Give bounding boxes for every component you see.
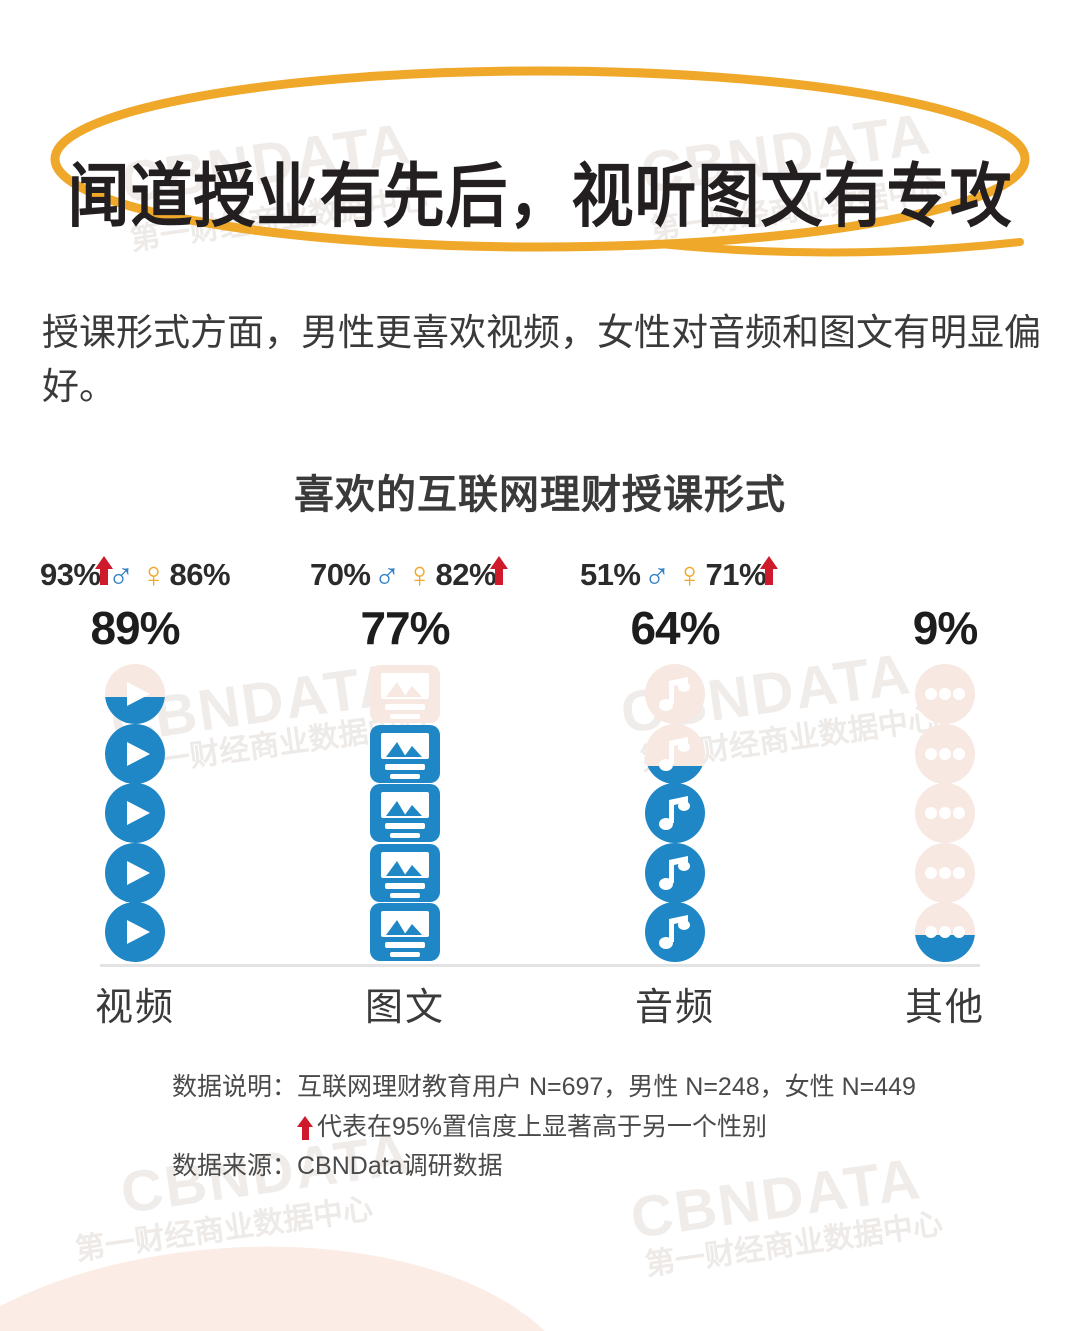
pictogram-unit (632, 842, 718, 903)
title-block: 闻道授业有先后，视听图文有专攻 (0, 62, 1080, 262)
female-symbol-icon: ♀ (140, 554, 167, 595)
pictogram-unit (902, 723, 988, 784)
pictogram-unit (632, 723, 718, 784)
pictogram-unit (92, 723, 178, 784)
chart-column-imagetext: 70% ♂ ♀ 82% 77% (270, 552, 540, 1032)
gender-breakdown-row: 70% ♂ ♀ 82% (309, 552, 509, 598)
icon-stack-video (92, 664, 178, 963)
gender-breakdown-row: 51% ♂ ♀ 71% (579, 552, 779, 598)
total-percent-label: 89% (90, 602, 180, 654)
pictogram-unit (362, 783, 448, 843)
orange-ellipse-icon (50, 66, 1030, 257)
significance-arrow-icon (297, 1114, 313, 1141)
icon-stack-imagetext (362, 664, 448, 962)
pictogram-unit (632, 902, 718, 963)
female-percent-label: 71% (705, 557, 767, 592)
pictogram-unit (902, 664, 988, 724)
male-symbol-icon: ♂ (373, 554, 401, 595)
female-percent-label: 82% (435, 557, 497, 592)
female-percent-label: 86% (169, 557, 231, 592)
category-labels-row: 视频 图文 音频 其他 (0, 976, 1080, 1031)
pictogram-unit (902, 842, 988, 903)
pictogram-unit (632, 783, 718, 844)
watermark-brand-cn: 第一财经商业数据中心 (643, 1207, 945, 1282)
note-significance: 代表在95%置信度上显著高于另一个性别 (0, 1108, 1080, 1148)
pictogram-unit (92, 783, 178, 844)
note-significance-text: 代表在95%置信度上显著高于另一个性别 (317, 1112, 768, 1141)
page-title: 闻道授业有先后，视听图文有专攻 (67, 155, 1013, 238)
pictogram-chart: 93% ♂ ♀ 86% 89% (0, 552, 1080, 1032)
female-symbol-icon: ♀ (676, 554, 703, 595)
category-label-imagetext: 图文 (364, 987, 445, 1029)
chart-column-audio: 51% ♂ ♀ 71% 64% (540, 552, 810, 1032)
category-label-other: 其他 (904, 987, 985, 1029)
category-label-audio: 音频 (634, 987, 715, 1029)
category-label-video: 视频 (94, 987, 175, 1029)
female-symbol-icon: ♀ (406, 554, 433, 595)
note-data-description: 数据说明：互联网理财教育用户 N=697，男性 N=248，女性 N=449 (172, 1073, 916, 1101)
pictogram-unit (902, 902, 988, 963)
subtitle-text: 授课形式方面，男性更喜欢视频，女性对音频和图文有明显偏好。 (42, 312, 1041, 408)
male-percent-label: 51% (579, 557, 641, 592)
note-source: 数据来源：CBNData调研数据 (172, 1152, 503, 1180)
gender-breakdown-row: 93% ♂ ♀ 86% (39, 552, 231, 598)
male-percent-label: 93% (39, 557, 101, 592)
chart-columns: 93% ♂ ♀ 86% 89% (0, 552, 1080, 1032)
chart-column-video: 93% ♂ ♀ 86% 89% (0, 552, 270, 1032)
pictogram-unit (92, 902, 178, 963)
pictogram-unit (362, 843, 448, 903)
pictogram-unit (92, 842, 178, 903)
total-percent-label: 9% (912, 602, 978, 654)
total-percent-label: 64% (630, 602, 720, 654)
male-percent-label: 70% (309, 557, 371, 592)
pictogram-unit (902, 783, 988, 844)
pictogram-unit (362, 724, 448, 784)
pictogram-unit (362, 664, 448, 724)
male-symbol-icon: ♂ (643, 554, 671, 595)
pictogram-unit (632, 664, 718, 724)
total-percent-label: 77% (360, 602, 450, 654)
icon-stack-other (902, 664, 988, 963)
pictogram-unit (92, 664, 178, 724)
chart-column-other: 9% (810, 552, 1080, 1032)
chart-title: 喜欢的互联网理财授课形式 (294, 473, 786, 517)
decorative-peach-blob (0, 1223, 589, 1331)
pictogram-unit (362, 902, 448, 962)
icon-stack-audio (632, 664, 718, 963)
footnotes-block: 数据说明：互联网理财教育用户 N=697，男性 N=248，女性 N=449 代… (0, 1068, 1080, 1187)
chart-axis-line (100, 964, 980, 967)
